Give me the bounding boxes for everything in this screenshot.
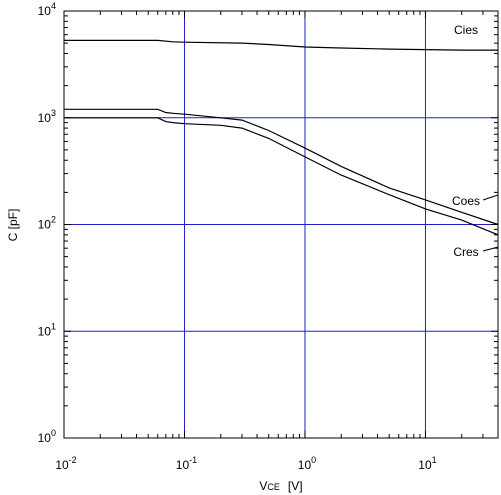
y-tick-label-3-exponent: 3	[51, 108, 56, 118]
y-tick-label-1: 101	[38, 321, 56, 338]
y-tick-label-2-exponent: 2	[51, 215, 56, 225]
y-tick-label-3-base: 10	[38, 111, 52, 125]
series-label-cres: Cres	[453, 245, 478, 259]
y-tick-label-4-base: 10	[38, 4, 52, 18]
x-tick-label-2: 100	[298, 455, 316, 472]
y-tick-label-4-exponent: 4	[51, 1, 56, 11]
y-tick-label-3: 103	[38, 108, 56, 125]
series-labels: Cies Coes Cres	[452, 23, 499, 259]
coes-leader-line	[482, 194, 499, 201]
x-tick-label-0-base: 10	[55, 458, 69, 472]
x-tick-label-0-exponent: -2	[69, 455, 77, 465]
x-tick-label-2-exponent: 0	[311, 455, 316, 465]
x-axis-label-unit: [V]	[288, 479, 303, 493]
x-tick-label-3: 101	[418, 455, 436, 472]
x-axis-label: VCE [V]	[259, 479, 302, 493]
series-line-coes	[64, 108, 499, 226]
x-tick-label-3-base: 10	[418, 458, 432, 472]
y-tick-label-0: 100	[38, 428, 56, 445]
series-label-cies: Cies	[454, 23, 478, 37]
x-tick-label-1-exponent: -1	[189, 455, 197, 465]
series-label-coes: Coes	[452, 194, 480, 208]
x-axis-label-sub: CE	[267, 482, 280, 492]
series-lines	[64, 39, 499, 236]
x-axis-label-main: V	[259, 479, 267, 493]
y-tick-label-4: 104	[38, 1, 56, 18]
x-tick-label-1: 10-1	[176, 455, 197, 472]
x-tick-label-3-exponent: 1	[432, 455, 437, 465]
plot-frame	[63, 10, 499, 439]
y-tick-label-1-base: 10	[38, 324, 52, 338]
series-line-cres	[64, 117, 499, 236]
grid-lines	[64, 11, 498, 438]
y-tick-label-0-base: 10	[38, 431, 52, 445]
y-axis-label: C [pF]	[6, 209, 20, 242]
x-tick-label-2-base: 10	[298, 458, 312, 472]
x-tick-label-1-base: 10	[176, 458, 190, 472]
y-tick-label-2-base: 10	[38, 218, 52, 232]
series-line-cies	[64, 39, 498, 51]
x-tick-label-0: 10-2	[55, 455, 76, 472]
y-tick-label-1-exponent: 1	[51, 321, 56, 331]
y-tick-label-2: 102	[38, 215, 56, 232]
cres-leader-line	[482, 246, 499, 252]
y-tick-label-0-exponent: 0	[51, 428, 56, 438]
